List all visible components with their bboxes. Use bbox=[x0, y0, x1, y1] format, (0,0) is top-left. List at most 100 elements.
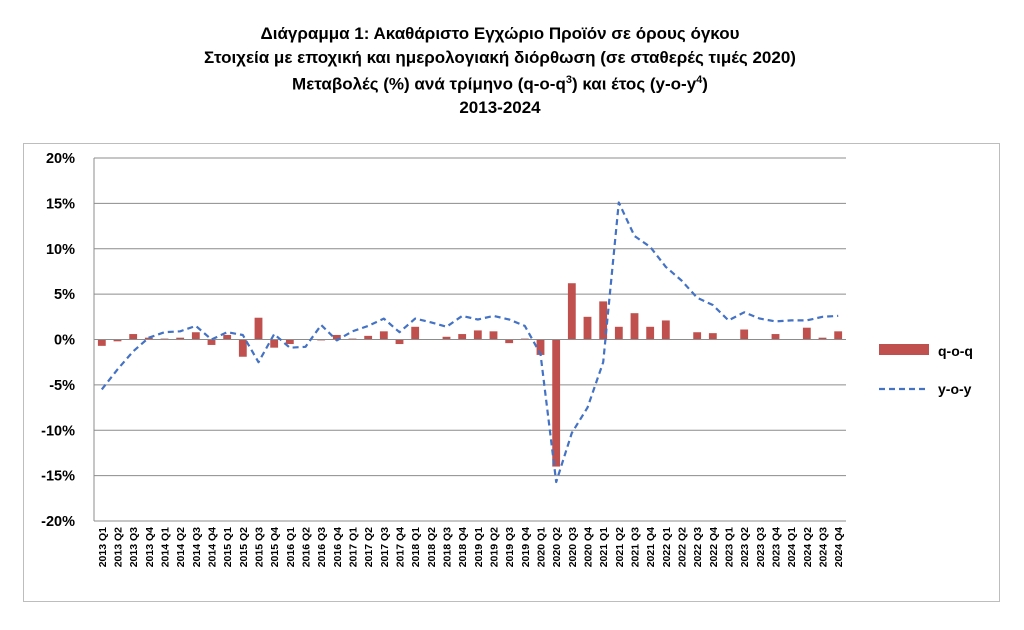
x-tick-label: 2023 Q2 bbox=[739, 527, 751, 567]
q-o-q-bar bbox=[129, 334, 138, 340]
legend-swatch-q-o-q bbox=[879, 344, 929, 355]
x-tick-label: 2016 Q3 bbox=[316, 527, 328, 567]
x-tick-label: 2013 Q2 bbox=[113, 527, 125, 567]
q-o-q-bar bbox=[223, 334, 232, 340]
x-tick-label: 2017 Q3 bbox=[379, 527, 391, 567]
legend-label-y-o-y: y-o-y bbox=[938, 381, 972, 397]
x-tick-label: 2015 Q1 bbox=[222, 527, 234, 567]
x-tick-label: 2019 Q4 bbox=[520, 527, 532, 567]
q-o-q-bar bbox=[97, 339, 106, 346]
x-tick-label: 2015 Q3 bbox=[254, 527, 266, 567]
y-tick-label: -15% bbox=[41, 469, 75, 485]
x-tick-label: 2021 Q2 bbox=[614, 527, 626, 567]
q-o-q-bar bbox=[802, 327, 811, 340]
q-o-q-bar bbox=[254, 317, 263, 340]
q-o-q-bar bbox=[771, 334, 780, 340]
q-o-q-bar bbox=[646, 326, 655, 340]
x-tick-label: 2023 Q4 bbox=[771, 527, 783, 567]
y-tick-label: 10% bbox=[46, 242, 75, 258]
title-line-2: Στοιχεία με εποχική και ημερολογιακή διό… bbox=[204, 47, 796, 67]
y-o-y-line bbox=[100, 201, 839, 484]
x-tick-label: 2016 Q4 bbox=[332, 527, 344, 567]
y-tick-label: -20% bbox=[41, 514, 75, 530]
q-o-q-bar bbox=[238, 339, 247, 357]
x-tick-label: 2018 Q3 bbox=[442, 527, 454, 567]
legend: q-o-q y-o-y bbox=[879, 343, 973, 397]
x-tick-label: 2022 Q1 bbox=[661, 527, 673, 567]
q-o-q-bar bbox=[834, 331, 843, 340]
q-o-q-bar bbox=[144, 337, 153, 340]
x-tick-label: 2023 Q3 bbox=[755, 527, 767, 567]
q-o-q-bar bbox=[614, 326, 623, 340]
x-tick-label: 2018 Q1 bbox=[410, 527, 422, 567]
q-o-q-bar bbox=[285, 339, 294, 345]
q-o-q-bar bbox=[332, 334, 341, 340]
q-o-q-bar bbox=[113, 339, 122, 342]
q-o-q-bars bbox=[97, 283, 843, 467]
y-tick-label: -5% bbox=[49, 378, 75, 394]
q-o-q-bar bbox=[489, 331, 498, 340]
q-o-q-bar bbox=[379, 331, 388, 340]
x-tick-label: 2020 Q4 bbox=[583, 527, 595, 567]
title-line-3-part-c: ) bbox=[702, 74, 708, 94]
q-o-q-bar bbox=[364, 335, 373, 340]
x-tick-label: 2021 Q1 bbox=[598, 527, 610, 567]
q-o-q-bar bbox=[693, 332, 702, 340]
x-tick-label: 2017 Q4 bbox=[395, 527, 407, 567]
q-o-q-bar bbox=[661, 320, 670, 340]
chart-title: Διάγραμμα 1: Ακαθάριστο Εγχώριο Προϊόν σ… bbox=[0, 22, 1000, 120]
y-axis-ticks: 20% 15% 10% 5% 0% -5% -10% -15% -20% bbox=[41, 151, 75, 530]
x-tick-label: 2024 Q1 bbox=[786, 527, 798, 567]
x-tick-label: 2023 Q1 bbox=[724, 527, 736, 567]
x-tick-label: 2014 Q1 bbox=[160, 527, 172, 567]
q-o-q-bar bbox=[630, 313, 639, 340]
x-tick-label: 2024 Q4 bbox=[833, 527, 845, 567]
title-line-3-part-a: Μεταβολές (%) ανά τρίμηνο (q-o-q bbox=[292, 74, 566, 94]
y-tick-label: 0% bbox=[54, 333, 75, 349]
x-tick-label: 2014 Q3 bbox=[191, 527, 203, 567]
q-o-q-bar bbox=[207, 339, 216, 345]
x-tick-label: 2018 Q2 bbox=[426, 527, 438, 567]
q-o-q-bar bbox=[599, 301, 608, 340]
q-o-q-bar bbox=[411, 326, 420, 340]
y-o-y-line-group bbox=[100, 201, 839, 484]
x-tick-label: 2024 Q3 bbox=[818, 527, 830, 567]
footnote-mark-4: 4 bbox=[696, 74, 703, 86]
x-tick-label: 2017 Q1 bbox=[348, 527, 360, 567]
q-o-q-bar bbox=[176, 337, 185, 340]
x-tick-label: 2020 Q2 bbox=[551, 527, 563, 567]
x-tick-label: 2019 Q1 bbox=[473, 527, 485, 567]
x-tick-label: 2013 Q3 bbox=[128, 527, 140, 567]
q-o-q-bar bbox=[505, 339, 514, 344]
x-tick-label: 2019 Q2 bbox=[489, 527, 501, 567]
x-tick-label: 2019 Q3 bbox=[504, 527, 516, 567]
y-tick-label: 15% bbox=[46, 196, 75, 212]
x-tick-label: 2020 Q3 bbox=[567, 527, 579, 567]
x-tick-label: 2022 Q3 bbox=[692, 527, 704, 567]
title-line-4: 2013-2024 bbox=[459, 98, 541, 118]
y-tick-label: -10% bbox=[41, 423, 75, 439]
x-axis-ticks: 2013 Q1 2013 Q2 2013 Q3 2013 Q4 2014 Q1 2014 … bbox=[97, 527, 845, 567]
footnote-mark-3: 3 bbox=[565, 74, 572, 86]
q-o-q-bar bbox=[583, 316, 592, 340]
legend-label-q-o-q: q-o-q bbox=[938, 343, 973, 359]
q-o-q-bar bbox=[191, 332, 200, 340]
title-line-3: Μεταβολές (%) ανά τρίμηνο (q-o-q3) και έ… bbox=[0, 69, 1000, 96]
x-tick-label: 2015 Q4 bbox=[269, 527, 281, 567]
x-tick-label: 2018 Q4 bbox=[457, 527, 469, 567]
q-o-q-bar bbox=[552, 339, 561, 467]
title-line-1: Διάγραμμα 1: Ακαθάριστο Εγχώριο Προϊόν σ… bbox=[260, 24, 740, 43]
x-tick-label: 2020 Q1 bbox=[536, 527, 548, 567]
x-tick-label: 2016 Q1 bbox=[285, 527, 297, 567]
x-tick-label: 2014 Q2 bbox=[175, 527, 187, 567]
q-o-q-bar bbox=[442, 336, 451, 340]
x-tick-label: 2021 Q3 bbox=[630, 527, 642, 567]
x-tick-label: 2021 Q4 bbox=[645, 527, 657, 567]
title-line-3-part-b: ) και έτος (y-o-y bbox=[571, 74, 697, 94]
x-tick-label: 2015 Q2 bbox=[238, 527, 250, 567]
q-o-q-bar bbox=[708, 333, 717, 340]
x-tick-label: 2014 Q4 bbox=[207, 527, 219, 567]
x-tick-label: 2013 Q1 bbox=[97, 527, 109, 567]
q-o-q-bar bbox=[395, 339, 404, 345]
